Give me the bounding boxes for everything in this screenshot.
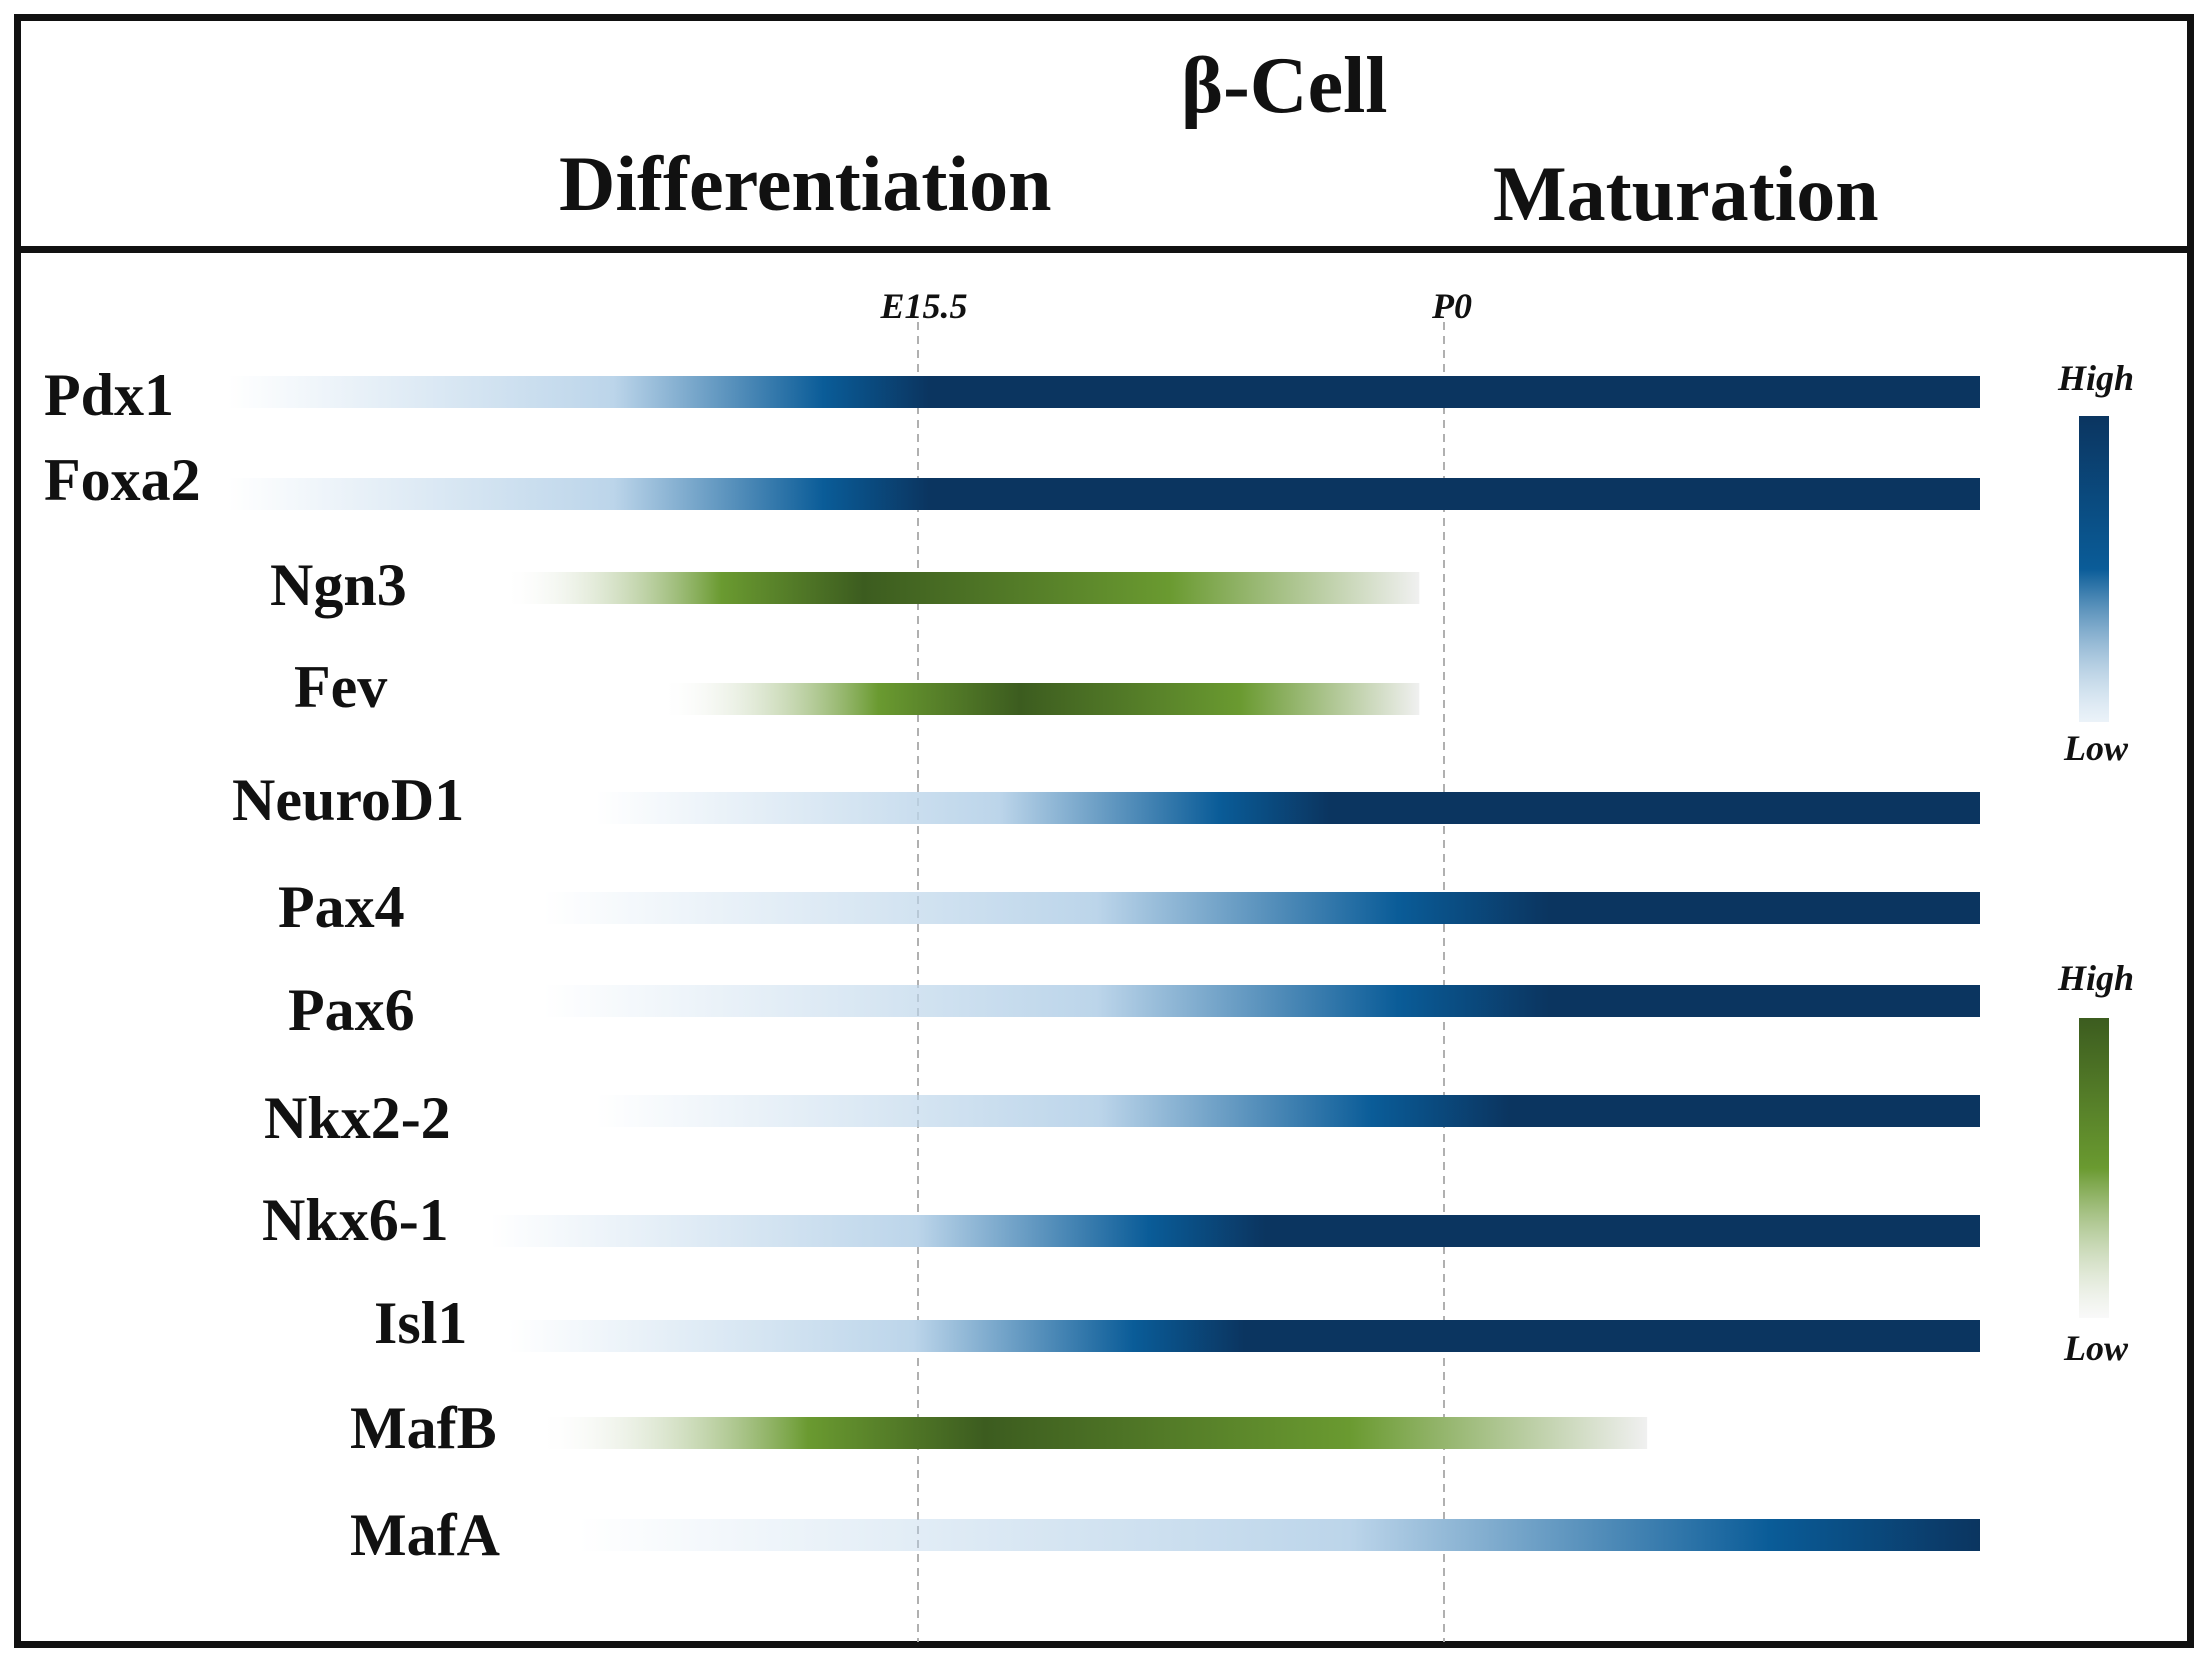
gene-label-pax4: Pax4 [278, 874, 405, 940]
gene-label-nkx6-1: Nkx6-1 [262, 1187, 449, 1253]
legend-blue-high-label: High [2057, 358, 2134, 398]
expression-bar-pax4 [543, 892, 1980, 924]
expression-bar-neurod1 [595, 792, 1981, 824]
legend-green-high-label: High [2057, 958, 2134, 998]
figure-frame: β-Cell Differentiation Maturation [14, 14, 2194, 1648]
stage-label-differentiation: Differentiation [559, 140, 1052, 227]
gene-label-neurod1: NeuroD1 [232, 767, 464, 833]
gene-label-ngn3: Ngn3 [270, 552, 407, 618]
gene-label-pax6: Pax6 [288, 977, 415, 1043]
expression-bar-nkx2-2 [595, 1095, 1981, 1127]
expression-bar-isl1 [508, 1320, 1980, 1352]
expression-bar-ngn3 [508, 572, 1420, 604]
marker-label-e15-5: E15.5 [879, 286, 967, 326]
legend-green-scale [2079, 1018, 2109, 1318]
figure-title: β-Cell [1181, 42, 1388, 130]
stage-label-maturation: Maturation [1493, 150, 1879, 237]
gene-label-fev: Fev [294, 654, 387, 720]
gene-label-isl1: Isl1 [374, 1290, 467, 1356]
expression-bar-mafb [543, 1417, 1648, 1449]
expression-bar-fev [666, 683, 1420, 715]
gene-label-foxa2: Foxa2 [44, 447, 201, 513]
expression-bar-pax6 [543, 985, 1980, 1017]
gene-label-nkx2-2: Nkx2-2 [264, 1085, 451, 1151]
legend-green-low-label: Low [2063, 1328, 2129, 1368]
legend-blue-low-label: Low [2063, 728, 2129, 768]
marker-label-p0: P0 [1431, 286, 1472, 326]
header-panel: β-Cell Differentiation Maturation [21, 21, 2187, 253]
gene-label-pdx1: Pdx1 [44, 362, 174, 428]
expression-bar-nkx6-1 [490, 1215, 1980, 1247]
legend-blue-scale [2079, 416, 2109, 722]
gene-label-mafb: MafB [350, 1395, 497, 1461]
expression-bar-mafa [578, 1519, 1980, 1551]
expression-bar-pdx1 [228, 376, 1980, 408]
expression-bar-foxa2 [228, 478, 1980, 510]
gene-label-mafa: MafA [350, 1502, 500, 1568]
